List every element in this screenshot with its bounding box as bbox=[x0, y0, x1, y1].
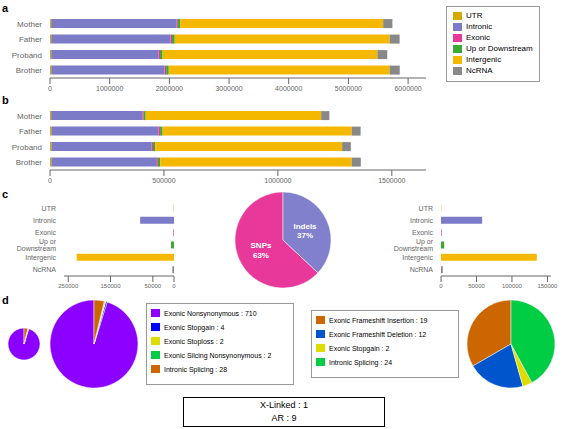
svg-text:4000000: 4000000 bbox=[275, 85, 302, 92]
svg-text:Intronic: Intronic bbox=[410, 217, 433, 224]
svg-text:Proband: Proband bbox=[12, 51, 42, 60]
svg-text:1000000: 1000000 bbox=[96, 85, 123, 92]
html-text:Exonic Silcing Nonsynonymous :: Exonic Silcing Nonsynonymous : 2 bbox=[164, 351, 272, 359]
svg-text:1500000: 1500000 bbox=[378, 177, 405, 184]
svg-text:0: 0 bbox=[48, 177, 52, 184]
svg-text:UTR: UTR bbox=[419, 205, 433, 212]
svg-text:NcRNA: NcRNA bbox=[410, 266, 434, 273]
html-text:Exonic Nonsynonymous : 710: Exonic Nonsynonymous : 710 bbox=[164, 309, 257, 317]
html-text:d: d bbox=[2, 294, 9, 306]
svg-text:Up orDownstream: Up orDownstream bbox=[394, 238, 434, 252]
svg-text:100000: 100000 bbox=[502, 283, 523, 289]
svg-text:Up orDownstream: Up orDownstream bbox=[17, 238, 57, 252]
html-text:Exonic Stopgain : 4: Exonic Stopgain : 4 bbox=[164, 323, 225, 331]
html-text:Exonic Frameshift Deletion : 1: Exonic Frameshift Deletion : 12 bbox=[329, 330, 427, 338]
html-text:Intronic Splicing : 28: Intronic Splicing : 28 bbox=[164, 365, 227, 373]
html-text:NcRNA: NcRNA bbox=[466, 66, 493, 75]
html-text:Exonic: Exonic bbox=[466, 33, 490, 42]
svg-text:Father: Father bbox=[19, 127, 42, 136]
svg-text:1000000: 1000000 bbox=[264, 177, 291, 184]
svg-text:3000000: 3000000 bbox=[215, 85, 242, 92]
html-text:Exonic Stoploss : 2: Exonic Stoploss : 2 bbox=[164, 337, 224, 345]
svg-text:Intronic: Intronic bbox=[33, 217, 56, 224]
svg-text:0: 0 bbox=[48, 85, 52, 92]
html-text:UTR: UTR bbox=[466, 11, 483, 20]
svg-text:5000000: 5000000 bbox=[335, 85, 362, 92]
svg-text:Proband: Proband bbox=[12, 143, 42, 152]
svg-text:150000: 150000 bbox=[537, 283, 558, 289]
svg-text:Brother: Brother bbox=[16, 158, 43, 167]
html-text:Exonic Stopgain : 2: Exonic Stopgain : 2 bbox=[329, 344, 390, 352]
svg-text:50000: 50000 bbox=[145, 283, 162, 289]
html-text:Exonic Frameshift Insertion :: Exonic Frameshift Insertion : 19 bbox=[329, 316, 428, 324]
svg-text:0: 0 bbox=[439, 283, 443, 289]
svg-text:SNPs63%: SNPs63% bbox=[250, 241, 271, 260]
html-text:Intronic Splicing : 24: Intronic Splicing : 24 bbox=[329, 358, 392, 366]
html-text:Up or Downstream: Up or Downstream bbox=[466, 44, 533, 53]
svg-text:6000000: 6000000 bbox=[394, 85, 421, 92]
svg-text:NcRNA: NcRNA bbox=[33, 266, 57, 273]
html-text:Intergenic: Intergenic bbox=[466, 55, 502, 64]
svg-text:Intergenic: Intergenic bbox=[25, 254, 56, 262]
html-text:a: a bbox=[2, 2, 9, 14]
svg-text:Exonic: Exonic bbox=[35, 229, 57, 236]
html-text:AR : 9: AR : 9 bbox=[271, 413, 297, 423]
svg-text:Father: Father bbox=[19, 35, 42, 44]
svg-text:Brother: Brother bbox=[16, 66, 43, 75]
html-text:X-Linked : 1: X-Linked : 1 bbox=[260, 400, 308, 410]
html-text:b: b bbox=[2, 94, 9, 106]
svg-text:UTR: UTR bbox=[42, 205, 56, 212]
svg-text:Mother: Mother bbox=[17, 20, 42, 29]
svg-text:Indels37%: Indels37% bbox=[293, 222, 317, 241]
html-text:Intronic: Intronic bbox=[466, 22, 493, 31]
svg-text:0: 0 bbox=[172, 283, 176, 289]
svg-text:250000: 250000 bbox=[58, 283, 79, 289]
svg-text:Mother: Mother bbox=[17, 112, 42, 121]
svg-text:150000: 150000 bbox=[101, 283, 122, 289]
html-text:c: c bbox=[2, 188, 9, 200]
svg-text:50000: 50000 bbox=[468, 283, 485, 289]
svg-text:Intergenic: Intergenic bbox=[402, 254, 433, 262]
svg-text:2000000: 2000000 bbox=[156, 85, 183, 92]
svg-text:500000: 500000 bbox=[152, 177, 175, 184]
svg-text:Exonic: Exonic bbox=[412, 229, 434, 236]
